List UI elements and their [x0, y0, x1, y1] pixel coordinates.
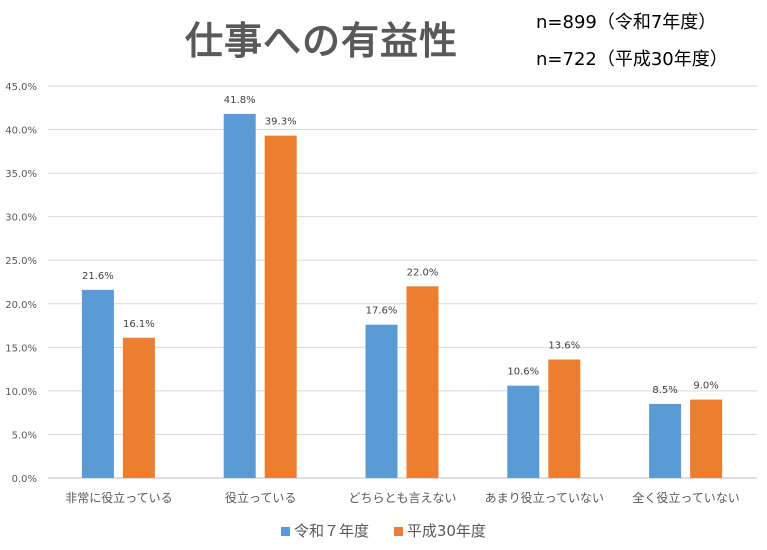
y-tick-label: 30.0% [5, 213, 37, 224]
bar [264, 135, 297, 479]
x-tick-label: どちらとも言えない [348, 491, 456, 505]
bar [81, 289, 114, 478]
data-label: 41.8% [224, 95, 256, 106]
y-tick-label: 10.0% [5, 387, 37, 398]
y-tick-label: 5.0% [12, 430, 37, 441]
data-label: 10.6% [507, 367, 539, 378]
y-tick-label: 45.0% [5, 82, 37, 93]
bar [223, 113, 256, 479]
legend-label: 平成30年度 [406, 522, 486, 540]
y-tick-label: 15.0% [5, 343, 37, 354]
chart-title: 仕事への有益性 [185, 19, 459, 63]
legend: 令和７年度 平成30年度 [0, 520, 767, 541]
data-label: 9.0% [693, 381, 718, 392]
bar [507, 385, 540, 478]
bar [690, 399, 723, 478]
y-tick-label: 40.0% [5, 126, 37, 137]
data-label: 17.6% [366, 306, 398, 317]
sample-size-r7: n=899（令和7年度） [536, 12, 717, 33]
y-tick-label: 0.0% [12, 474, 37, 485]
x-tick-label: 全く役立っていない [632, 490, 739, 505]
bar [365, 324, 398, 478]
data-label: 8.5% [652, 385, 677, 396]
data-label: 22.0% [407, 267, 439, 278]
y-tick-label: 25.0% [5, 256, 37, 267]
data-label: 39.3% [265, 117, 297, 128]
bar [548, 359, 581, 478]
y-tick-label: 35.0% [5, 169, 37, 180]
legend-item-h30: 平成30年度 [393, 522, 486, 540]
legend-swatch [393, 527, 403, 536]
legend-swatch [281, 527, 291, 536]
bar [122, 337, 155, 478]
bar [406, 286, 439, 478]
data-label: 21.6% [82, 271, 114, 282]
data-label: 13.6% [548, 341, 580, 352]
legend-label: 令和７年度 [294, 522, 370, 540]
x-tick-label: あまり役立っていない [485, 490, 604, 505]
x-tick-label: 役立っている [225, 490, 296, 505]
bar [649, 403, 682, 478]
data-label: 16.1% [123, 319, 155, 330]
sample-size-h30: n=722（平成30年度） [536, 49, 728, 70]
x-tick-label: 非常に役立っている [65, 490, 172, 505]
legend-item-r7: 令和７年度 [281, 522, 369, 540]
y-tick-label: 20.0% [5, 300, 37, 311]
